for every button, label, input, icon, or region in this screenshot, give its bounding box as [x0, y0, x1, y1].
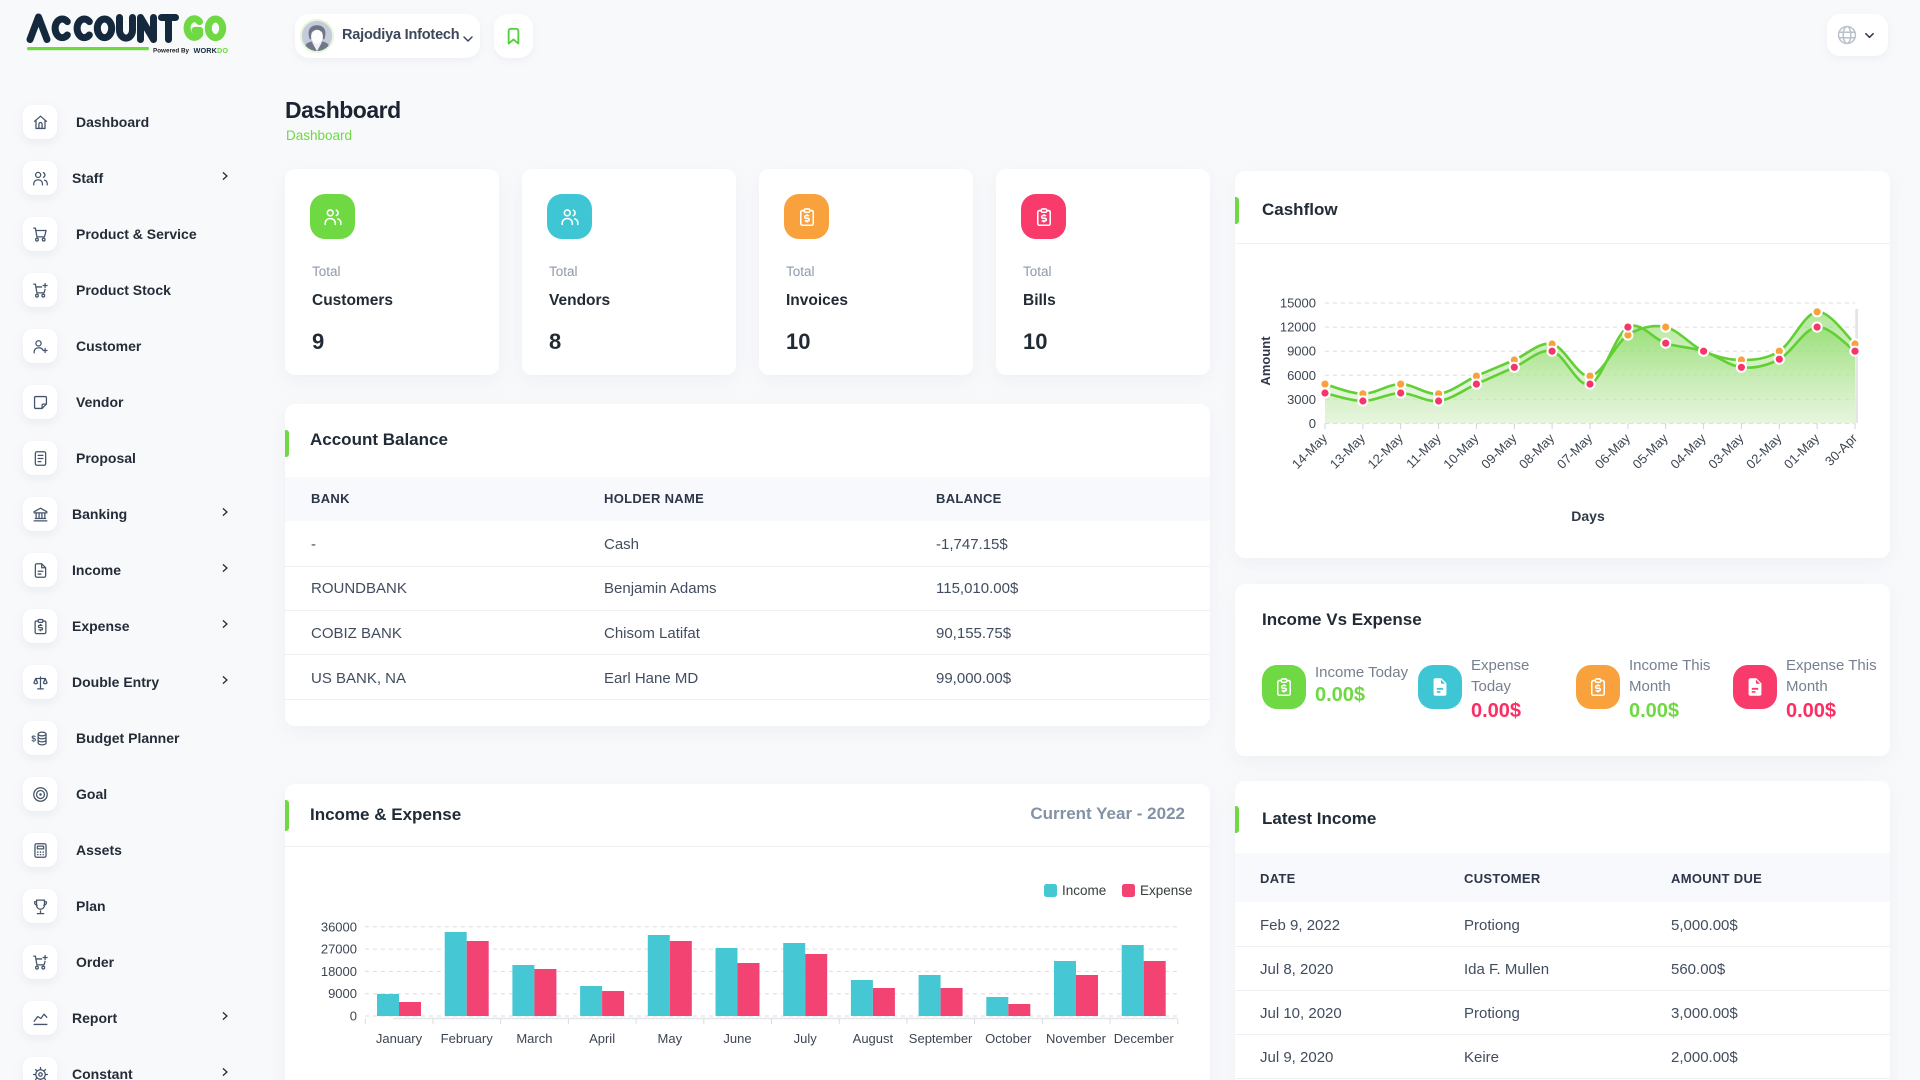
svg-text:03-May: 03-May — [1705, 430, 1747, 472]
svg-text:WORKDO: WORKDO — [194, 46, 229, 55]
svg-text:Days: Days — [1571, 508, 1605, 524]
svg-text:30-Apr: 30-Apr — [1822, 430, 1861, 469]
svg-text:08-May: 08-May — [1516, 430, 1558, 472]
svg-text:07-May: 07-May — [1554, 430, 1596, 472]
svg-text:14-May: 14-May — [1289, 430, 1331, 472]
svg-text:April: April — [589, 1031, 615, 1046]
svg-text:27000: 27000 — [321, 942, 357, 957]
svg-text:09-May: 09-May — [1478, 430, 1520, 472]
svg-text:Amount: Amount — [1258, 336, 1273, 386]
svg-text:6000: 6000 — [1287, 368, 1316, 383]
svg-text:06-May: 06-May — [1592, 430, 1634, 472]
svg-text:Powered By: Powered By — [153, 48, 190, 55]
svg-text:$: $ — [31, 733, 36, 743]
svg-text:December: December — [1114, 1031, 1175, 1046]
svg-text:0: 0 — [350, 1009, 357, 1024]
svg-text:February: February — [441, 1031, 494, 1046]
svg-text:September: September — [909, 1031, 973, 1046]
svg-text:15000: 15000 — [1280, 296, 1316, 311]
svg-text:3000: 3000 — [1287, 392, 1316, 407]
svg-text:01-May: 01-May — [1781, 430, 1823, 472]
svg-text:Income: Income — [1062, 883, 1106, 898]
svg-text:January: January — [376, 1031, 423, 1046]
svg-text:0: 0 — [1309, 416, 1316, 431]
svg-text:04-May: 04-May — [1667, 430, 1709, 472]
svg-text:August: August — [853, 1031, 894, 1046]
svg-text:May: May — [658, 1031, 683, 1046]
svg-text:March: March — [516, 1031, 552, 1046]
svg-text:13-May: 13-May — [1327, 430, 1369, 472]
svg-text:18000: 18000 — [321, 964, 357, 979]
svg-text:9000: 9000 — [1287, 344, 1316, 359]
svg-text:12-May: 12-May — [1365, 430, 1407, 472]
svg-text:October: October — [985, 1031, 1032, 1046]
svg-text:10-May: 10-May — [1440, 430, 1482, 472]
svg-text:Expense: Expense — [1140, 883, 1193, 898]
svg-text:36000: 36000 — [321, 919, 357, 934]
svg-text:July: July — [794, 1031, 818, 1046]
svg-text:June: June — [723, 1031, 751, 1046]
svg-text:05-May: 05-May — [1630, 430, 1672, 472]
svg-text:12000: 12000 — [1280, 320, 1316, 335]
svg-text:11-May: 11-May — [1403, 430, 1444, 471]
svg-text:November: November — [1046, 1031, 1107, 1046]
svg-text:02-May: 02-May — [1743, 430, 1785, 472]
svg-text:9000: 9000 — [328, 986, 357, 1001]
